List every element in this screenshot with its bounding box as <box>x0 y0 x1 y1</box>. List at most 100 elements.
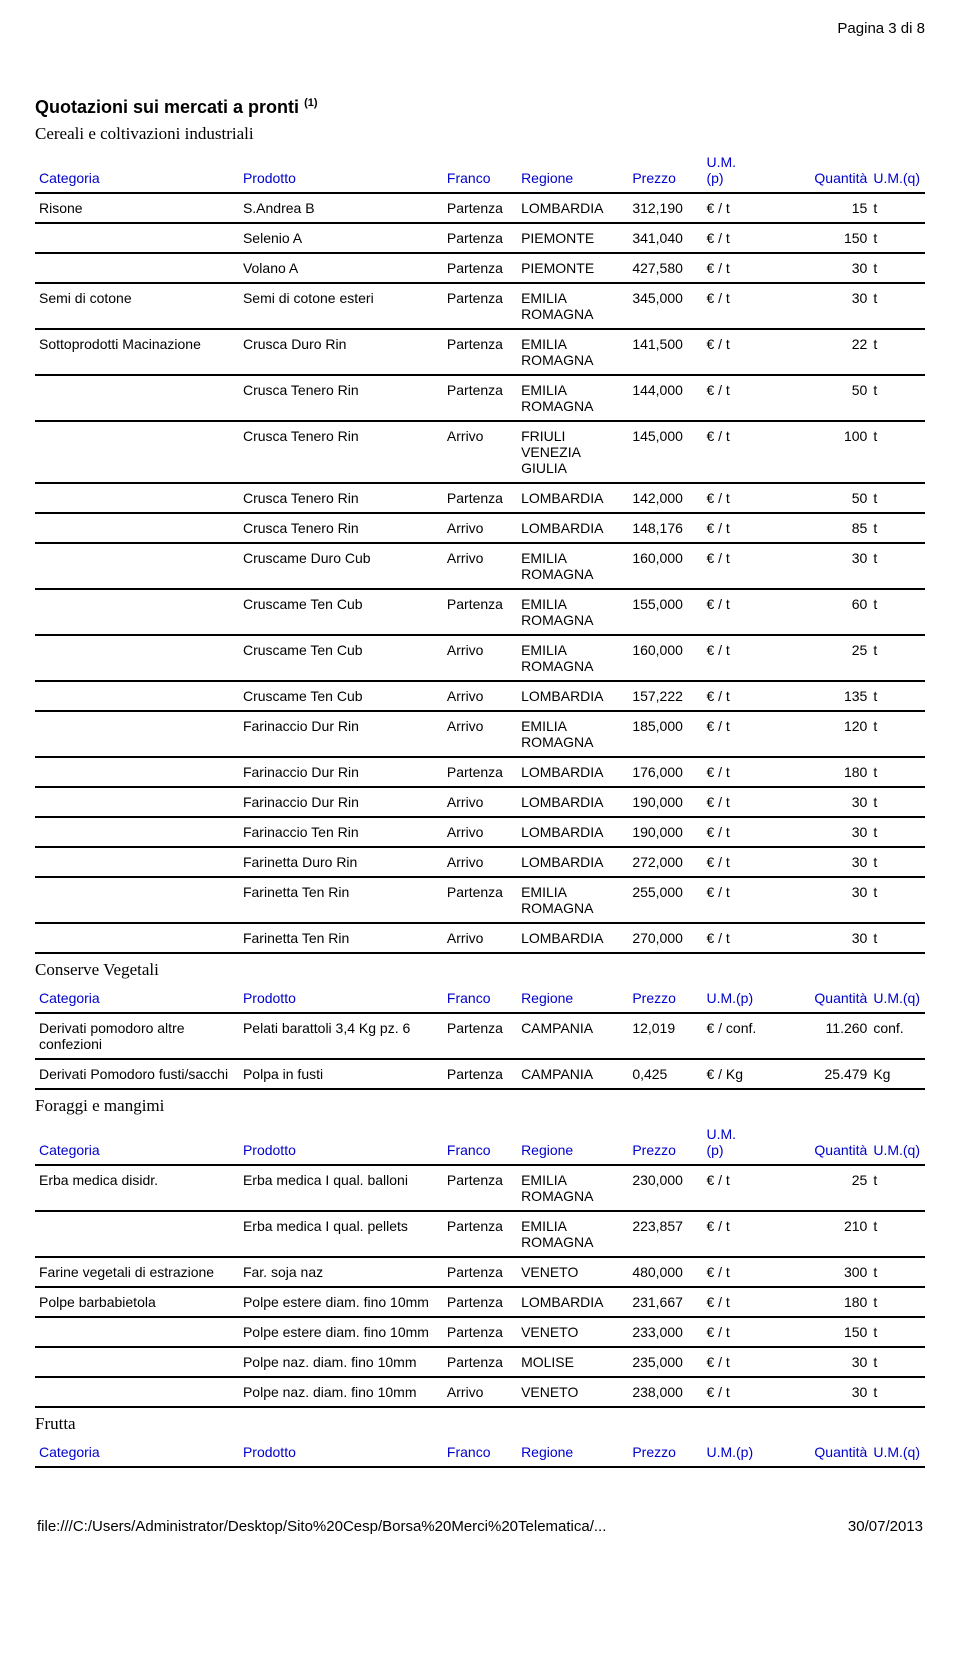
table-row: Farinaccio Dur RinPartenzaLOMBARDIA176,0… <box>35 757 925 787</box>
table-cell: € / t <box>702 253 776 283</box>
table-cell: Partenza <box>443 329 517 375</box>
table-row: Cruscame Ten CubArrivoLOMBARDIA157,222€ … <box>35 681 925 711</box>
table-cell: Polpe barbabietola <box>35 1287 239 1317</box>
table-cell: LOMBARDIA <box>517 681 628 711</box>
table-cell: EMILIA ROMAGNA <box>517 283 628 329</box>
table-cell: EMILIA ROMAGNA <box>517 1165 628 1211</box>
table-cell: LOMBARDIA <box>517 193 628 223</box>
table-cell: Cruscame Ten Cub <box>239 681 443 711</box>
table-cell: 30 <box>777 847 870 877</box>
table-cell: 30 <box>777 787 870 817</box>
table-cell: Pelati barattoli 3,4 Kg pz. 6 <box>239 1013 443 1059</box>
table-cell: S.Andrea B <box>239 193 443 223</box>
table-cell: t <box>869 1165 925 1211</box>
table-cell: Arrivo <box>443 513 517 543</box>
table-cell: Partenza <box>443 1287 517 1317</box>
table-cell: Farinaccio Ten Rin <box>239 817 443 847</box>
table-cell: t <box>869 1317 925 1347</box>
table-cell: 190,000 <box>628 787 702 817</box>
table-cell: Crusca Tenero Rin <box>239 513 443 543</box>
table-cell: t <box>869 589 925 635</box>
table-cell <box>35 877 239 923</box>
table-cell: Partenza <box>443 877 517 923</box>
table-cell: LOMBARDIA <box>517 513 628 543</box>
table-cell: Partenza <box>443 283 517 329</box>
table-cell: 230,000 <box>628 1165 702 1211</box>
table-cell: € / t <box>702 1317 776 1347</box>
table-row: Erba medica I qual. pelletsPartenzaEMILI… <box>35 1211 925 1257</box>
table-cell: t <box>869 787 925 817</box>
table-cell: 25 <box>777 635 870 681</box>
column-header: Regione <box>517 1120 628 1165</box>
page-title: Quotazioni sui mercati a pronti (1) <box>35 97 925 118</box>
column-header: Quantità <box>777 984 870 1013</box>
table-cell: 15 <box>777 193 870 223</box>
table-cell <box>35 635 239 681</box>
table-cell: t <box>869 757 925 787</box>
table-cell: 120 <box>777 711 870 757</box>
table-cell: EMILIA ROMAGNA <box>517 877 628 923</box>
table-cell: Polpe estere diam. fino 10mm <box>239 1317 443 1347</box>
table-cell: Arrivo <box>443 787 517 817</box>
table-cell: Partenza <box>443 1211 517 1257</box>
table-cell: Volano A <box>239 253 443 283</box>
table-cell: Crusca Tenero Rin <box>239 375 443 421</box>
section-heading: Foraggi e mangimi <box>35 1096 925 1116</box>
column-header: Quantità <box>777 1438 870 1467</box>
table-row: Farinetta Ten RinArrivoLOMBARDIA270,000€… <box>35 923 925 953</box>
section-heading: Cereali e coltivazioni industriali <box>35 124 925 144</box>
table-cell: conf. <box>869 1013 925 1059</box>
table-cell: Sottoprodotti Macinazione <box>35 329 239 375</box>
table-cell: 270,000 <box>628 923 702 953</box>
table-cell <box>35 817 239 847</box>
table-cell: LOMBARDIA <box>517 923 628 953</box>
table-cell: t <box>869 513 925 543</box>
table-cell: 157,222 <box>628 681 702 711</box>
table-cell: 255,000 <box>628 877 702 923</box>
column-header: Prezzo <box>628 148 702 193</box>
table-cell: € / t <box>702 421 776 483</box>
table-cell: 30 <box>777 923 870 953</box>
table-cell: 25 <box>777 1165 870 1211</box>
table-cell: 180 <box>777 1287 870 1317</box>
table-cell: EMILIA ROMAGNA <box>517 711 628 757</box>
table-cell: Arrivo <box>443 635 517 681</box>
table-cell: t <box>869 329 925 375</box>
table-cell <box>35 923 239 953</box>
section-heading: Conserve Vegetali <box>35 960 925 980</box>
table-cell: € / t <box>702 711 776 757</box>
table-cell: t <box>869 877 925 923</box>
table-cell: € / t <box>702 757 776 787</box>
table-cell: t <box>869 923 925 953</box>
table-row: Derivati pomodoro altre confezioniPelati… <box>35 1013 925 1059</box>
table-cell: 160,000 <box>628 543 702 589</box>
column-header: U.M.(p) <box>702 1438 776 1467</box>
column-header: U.M.(q) <box>869 148 925 193</box>
table-cell: MOLISE <box>517 1347 628 1377</box>
table-cell: Erba medica I qual. balloni <box>239 1165 443 1211</box>
table-cell: € / t <box>702 877 776 923</box>
price-table: CategoriaProdottoFrancoRegionePrezzoU.M.… <box>35 1438 925 1468</box>
table-cell: PIEMONTE <box>517 253 628 283</box>
table-cell: 144,000 <box>628 375 702 421</box>
table-cell: 480,000 <box>628 1257 702 1287</box>
table-cell: Partenza <box>443 757 517 787</box>
table-cell: Kg <box>869 1059 925 1089</box>
table-cell: € / t <box>702 193 776 223</box>
table-cell: t <box>869 283 925 329</box>
table-row: Polpe naz. diam. fino 10mmPartenzaMOLISE… <box>35 1347 925 1377</box>
table-cell: € / t <box>702 223 776 253</box>
table-cell: Arrivo <box>443 1377 517 1407</box>
table-row: Farinetta Duro RinArrivoLOMBARDIA272,000… <box>35 847 925 877</box>
column-header: Regione <box>517 1438 628 1467</box>
table-cell: Farinaccio Dur Rin <box>239 711 443 757</box>
table-cell: Partenza <box>443 1257 517 1287</box>
table-cell: t <box>869 193 925 223</box>
table-cell <box>35 223 239 253</box>
table-cell: Partenza <box>443 253 517 283</box>
table-cell <box>35 375 239 421</box>
table-cell: Arrivo <box>443 817 517 847</box>
table-cell: € / t <box>702 483 776 513</box>
table-cell: EMILIA ROMAGNA <box>517 543 628 589</box>
table-cell: EMILIA ROMAGNA <box>517 589 628 635</box>
